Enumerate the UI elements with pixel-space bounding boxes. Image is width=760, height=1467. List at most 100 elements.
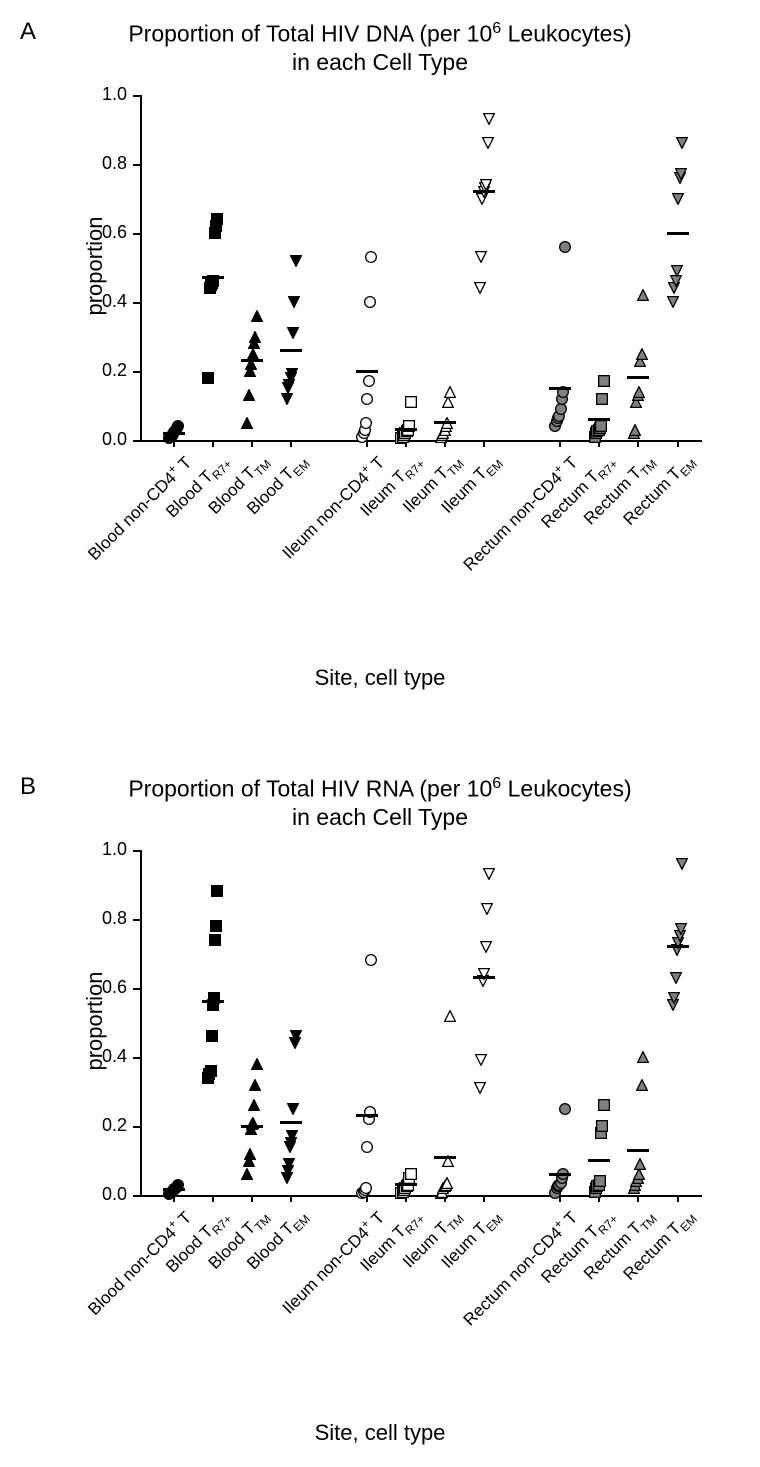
data-point (287, 327, 299, 339)
data-point (286, 1130, 298, 1142)
data-point (480, 179, 492, 191)
mean-bar (473, 976, 495, 979)
data-point (244, 1148, 256, 1160)
panel-B: BProportion of Total HIV RNA (per 106 Le… (0, 755, 760, 1467)
data-point (364, 296, 376, 308)
mean-bar (667, 232, 689, 235)
mean-bar (395, 1183, 417, 1186)
data-point (474, 1082, 486, 1094)
data-point (172, 420, 184, 432)
data-point (360, 417, 372, 429)
data-point (209, 934, 221, 946)
ytick-mark (133, 302, 140, 304)
mean-bar (202, 1000, 224, 1003)
mean-bar (395, 428, 417, 431)
mean-bar (356, 1114, 378, 1117)
xtick-mark (251, 1195, 253, 1202)
panel-A: AProportion of Total HIV DNA (per 106 Le… (0, 0, 760, 733)
ytick-label: 0.4 (85, 1046, 127, 1067)
ytick-label: 0.4 (85, 291, 127, 312)
data-point (247, 348, 259, 360)
mean-bar (280, 1121, 302, 1124)
xtick-mark (290, 440, 292, 447)
ytick-mark (133, 919, 140, 921)
data-point (405, 1168, 417, 1180)
ytick-label: 0.0 (85, 1184, 127, 1205)
data-point (444, 386, 456, 398)
data-point (482, 137, 494, 149)
data-point (675, 923, 687, 935)
data-point (241, 417, 253, 429)
data-point (594, 1175, 606, 1187)
data-point (286, 368, 298, 380)
data-point (598, 375, 610, 387)
ytick-label: 0.8 (85, 153, 127, 174)
ytick-mark (133, 850, 140, 852)
ytick-mark (133, 440, 140, 442)
data-point (363, 375, 375, 387)
data-point (249, 1079, 261, 1091)
mean-bar (627, 376, 649, 379)
data-point (671, 265, 683, 277)
ytick-label: 0.2 (85, 1115, 127, 1136)
mean-bar (434, 421, 456, 424)
data-point (249, 331, 261, 343)
data-point (475, 1054, 487, 1066)
ytick-mark (133, 164, 140, 166)
data-point (636, 348, 648, 360)
data-point (559, 1103, 571, 1115)
xtick-mark (483, 440, 485, 447)
mean-bar (549, 387, 571, 390)
xtick-mark (290, 1195, 292, 1202)
data-point (442, 396, 454, 408)
ytick-mark (133, 233, 140, 235)
xtick-mark (637, 440, 639, 447)
ytick-label: 0.0 (85, 429, 127, 450)
data-point (559, 241, 571, 253)
xtick-mark (483, 1195, 485, 1202)
data-point (251, 1058, 263, 1070)
data-point (206, 1030, 218, 1042)
data-point (283, 1158, 295, 1170)
data-point (211, 213, 223, 225)
xtick-mark (251, 440, 253, 447)
mean-bar (280, 349, 302, 352)
figure: AProportion of Total HIV DNA (per 106 Le… (0, 0, 760, 1467)
data-point (287, 1103, 299, 1115)
data-point (360, 1182, 372, 1194)
data-point (288, 296, 300, 308)
mean-bar (588, 418, 610, 421)
mean-bar (549, 1173, 571, 1176)
ytick-mark (133, 95, 140, 97)
data-point (481, 903, 493, 915)
xtick-mark (559, 440, 561, 447)
ytick-label: 0.2 (85, 360, 127, 381)
mean-bar (356, 370, 378, 373)
chart-title: Proportion of Total HIV DNA (per 106 Leu… (0, 18, 760, 77)
data-point (629, 424, 641, 436)
ytick-mark (133, 1195, 140, 1197)
data-point (596, 393, 608, 405)
data-point (668, 992, 680, 1004)
xtick-mark (677, 440, 679, 447)
data-point (676, 137, 688, 149)
ytick-mark (133, 1126, 140, 1128)
mean-bar (434, 1156, 456, 1159)
data-point (676, 858, 688, 870)
mean-bar (163, 1188, 185, 1191)
data-point (281, 393, 293, 405)
data-point (637, 289, 649, 301)
ytick-mark (133, 988, 140, 990)
mean-bar (588, 1159, 610, 1162)
data-point (475, 251, 487, 263)
data-point (251, 310, 263, 322)
data-point (670, 275, 682, 287)
data-point (441, 1177, 453, 1189)
ytick-mark (133, 371, 140, 373)
ytick-label: 0.8 (85, 908, 127, 929)
data-point (248, 1099, 260, 1111)
data-point (598, 1099, 610, 1111)
data-point (555, 403, 567, 415)
data-point (672, 193, 684, 205)
mean-bar (667, 945, 689, 948)
